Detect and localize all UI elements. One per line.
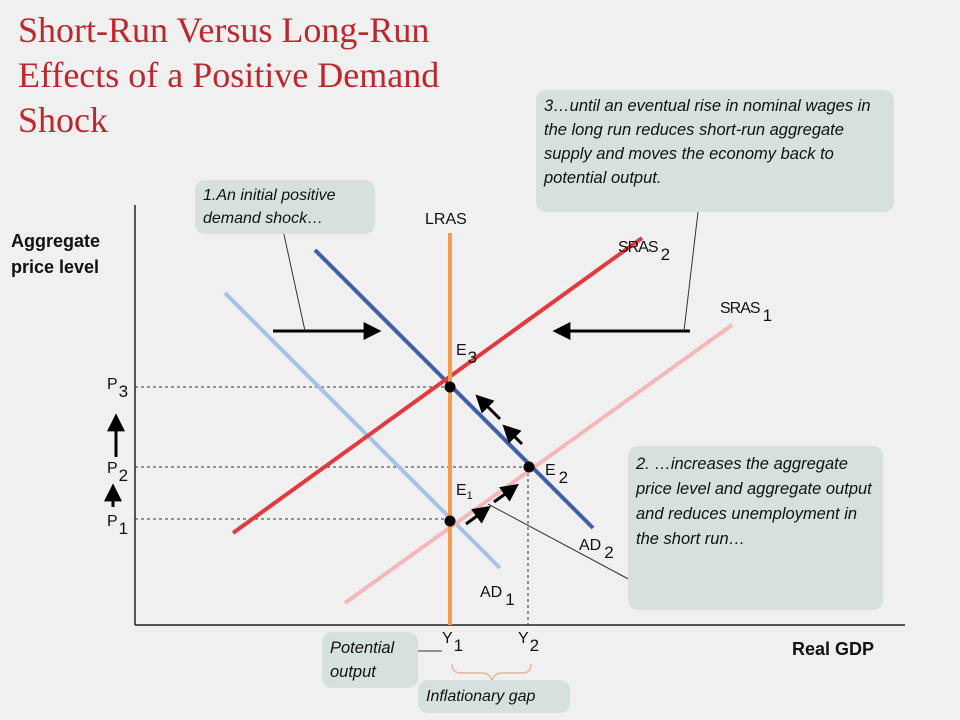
y2-label: Y2: [518, 630, 540, 655]
move-arrow-2: [493, 483, 519, 504]
move-arrow-1: [465, 505, 491, 526]
move-arrow-4: [475, 394, 502, 421]
inflationary-gap-brace: [451, 663, 532, 682]
sras2-curve: [231, 236, 644, 535]
sras1-curve: [343, 323, 734, 605]
y1-label: Y1: [442, 630, 464, 655]
callout1-leader: [282, 229, 306, 332]
sras1-label: SRAS 1: [720, 300, 772, 325]
e1-label: E1: [456, 482, 473, 502]
p2-label: P2: [107, 460, 129, 485]
callout-potential-output: Potential output: [322, 632, 418, 688]
ad1-label: AD 1: [480, 584, 515, 609]
callout-long-run-adjustment: 3…until an eventual rise in nominal wage…: [536, 90, 894, 212]
e1-point: [444, 515, 456, 527]
p1-label: P1: [107, 513, 129, 538]
e2-point: [523, 461, 535, 473]
e3-label: E3: [456, 342, 478, 367]
p3-label: P3: [107, 376, 129, 401]
callout3-leader: [683, 211, 699, 332]
ad1-curve: [223, 291, 502, 570]
callout-inflationary-gap: Inflationary gap: [418, 680, 570, 713]
sras2-label: SRAS 2: [618, 239, 670, 264]
callout2-leader: [487, 503, 635, 583]
x-axis-title: Real GDP: [792, 639, 875, 659]
y-axis-title: Aggregate price level: [11, 231, 101, 277]
callout-short-run-effects: 2. …increases the aggregate price level …: [628, 446, 883, 610]
e3-point: [444, 381, 456, 393]
lras-label: LRAS: [425, 211, 467, 228]
move-arrow-3: [502, 424, 524, 446]
page-title: Short-Run Versus Long-Run Effects of a P…: [18, 10, 440, 140]
ad2-label: AD 2: [579, 537, 614, 562]
callout-initial-demand-shock: 1.An initial positive demand shock…: [195, 180, 375, 234]
